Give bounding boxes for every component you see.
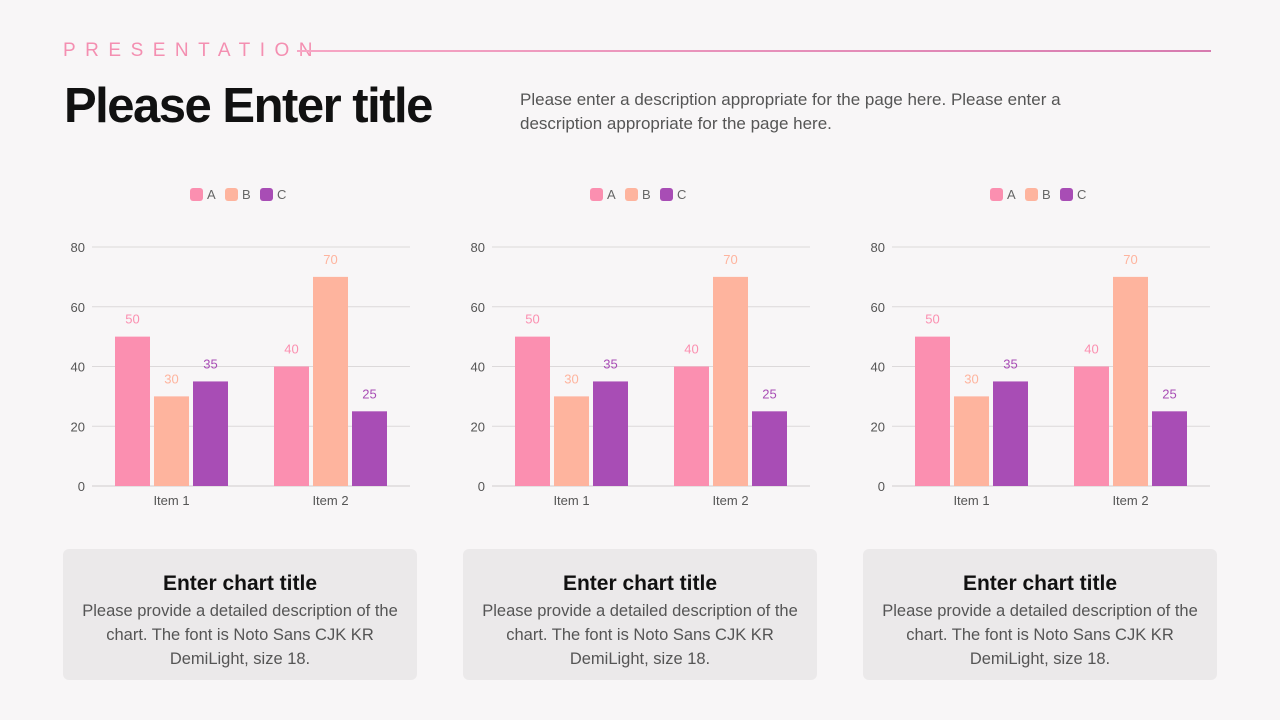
y-tick-label: 0 (78, 479, 85, 494)
legend-swatch-b (225, 188, 238, 201)
data-label: 35 (203, 356, 217, 371)
data-label: 35 (1003, 356, 1017, 371)
card-title: Enter chart title (162, 572, 318, 595)
data-label: 30 (964, 371, 978, 386)
data-label: 25 (362, 386, 376, 401)
x-tick-label: Item 1 (953, 493, 989, 508)
legend-swatch-c (1060, 188, 1073, 201)
card-description: Please provide a detailed description of… (882, 602, 1198, 668)
chart-card-2: Enter chart title Please provide a detai… (463, 549, 817, 680)
x-tick-label: Item 2 (712, 493, 748, 508)
bar-a (274, 366, 309, 486)
legend-label-b: B (242, 187, 251, 202)
card-description: Please provide a detailed description of… (482, 602, 798, 668)
bar-b (554, 396, 589, 486)
y-tick-label: 20 (871, 419, 885, 434)
card-description: Please provide a detailed description of… (82, 602, 398, 668)
legend-swatch-a (190, 188, 203, 201)
data-label: 30 (164, 371, 178, 386)
legend-swatch-c (260, 188, 273, 201)
bar-a (915, 336, 950, 486)
chart-card-3: Enter chart title Please provide a detai… (863, 549, 1217, 680)
bar-c (1152, 411, 1187, 486)
y-tick-label: 40 (471, 360, 485, 375)
y-tick-label: 20 (71, 419, 85, 434)
bar-c (752, 411, 787, 486)
bar-c (993, 381, 1028, 486)
legend-label-c: C (277, 187, 286, 202)
data-label: 25 (1162, 386, 1176, 401)
data-label: 25 (762, 386, 776, 401)
legend-label-a: A (1007, 187, 1016, 202)
bar-a (115, 336, 150, 486)
data-label: 40 (284, 342, 298, 357)
bar-a (674, 366, 709, 486)
data-label: 70 (323, 252, 337, 267)
bar-c (352, 411, 387, 486)
data-label: 50 (125, 312, 139, 327)
data-label: 70 (723, 252, 737, 267)
bar-chart-2: A B C 0 20 40 60 80 50 30 35 Item 1 40 70 25 Item 2 (440, 170, 840, 530)
data-label: 40 (1084, 342, 1098, 357)
x-tick-label: Item 1 (153, 493, 189, 508)
bar-a (515, 336, 550, 486)
bar-b (313, 276, 348, 486)
chart-svg: A B C 0 20 40 60 80 50 30 35 Item 1 40 70 25 Item 2 (71, 187, 410, 508)
y-tick-label: 80 (471, 240, 485, 255)
bar-b (713, 276, 748, 486)
page-title: Please Enter title (64, 79, 433, 133)
kicker-label: PRESENTATION (63, 40, 322, 61)
data-label: 40 (684, 342, 698, 357)
bar-b (954, 396, 989, 486)
bar-chart-1: A B C 0 20 40 60 80 50 30 35 Item 1 40 70 25 Item 2 (40, 170, 440, 530)
bar-c (593, 381, 628, 486)
bar-c (193, 381, 228, 486)
header-divider (297, 50, 1211, 52)
y-tick-label: 60 (871, 300, 885, 315)
data-label: 35 (603, 356, 617, 371)
data-label: 50 (925, 312, 939, 327)
legend-swatch-a (590, 188, 603, 201)
y-tick-label: 40 (871, 360, 885, 375)
legend-label-b: B (642, 187, 651, 202)
x-tick-label: Item 1 (553, 493, 589, 508)
data-label: 70 (1123, 252, 1137, 267)
y-tick-label: 20 (471, 419, 485, 434)
legend-swatch-b (625, 188, 638, 201)
legend-label-a: A (607, 187, 616, 202)
chart-card-1: Enter chart title Please provide a detai… (63, 549, 417, 680)
chart-svg: A B C 0 20 40 60 80 50 30 35 Item 1 40 70 25 Item 2 (871, 187, 1210, 508)
chart-svg: A B C 0 20 40 60 80 50 30 35 Item 1 40 70 25 Item 2 (471, 187, 810, 508)
bar-a (1074, 366, 1109, 486)
legend-swatch-c (660, 188, 673, 201)
bar-chart-3: A B C 0 20 40 60 80 50 30 35 Item 1 40 70 25 Item 2 (840, 170, 1240, 530)
legend-swatch-b (1025, 188, 1038, 201)
bar-b (154, 396, 189, 486)
bar-b (1113, 276, 1148, 486)
data-label: 50 (525, 312, 539, 327)
legend-swatch-a (990, 188, 1003, 201)
y-tick-label: 80 (71, 240, 85, 255)
card-title: Enter chart title (962, 572, 1118, 595)
legend-label-a: A (207, 187, 216, 202)
x-tick-label: Item 2 (312, 493, 348, 508)
y-tick-label: 40 (71, 360, 85, 375)
x-tick-label: Item 2 (1112, 493, 1148, 508)
y-tick-label: 60 (71, 300, 85, 315)
y-tick-label: 0 (878, 479, 885, 494)
y-tick-label: 80 (871, 240, 885, 255)
page-description: Please enter a description appropriate f… (520, 90, 1061, 133)
card-title: Enter chart title (562, 572, 718, 595)
legend-label-b: B (1042, 187, 1051, 202)
legend-label-c: C (677, 187, 686, 202)
y-tick-label: 0 (478, 479, 485, 494)
data-label: 30 (564, 371, 578, 386)
y-tick-label: 60 (471, 300, 485, 315)
legend-label-c: C (1077, 187, 1086, 202)
